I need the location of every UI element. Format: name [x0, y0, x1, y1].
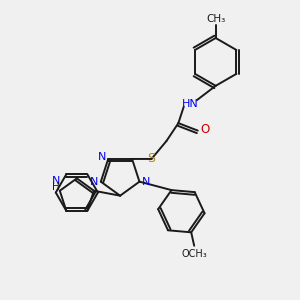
Text: O: O [201, 123, 210, 136]
Text: N: N [142, 177, 150, 187]
Text: CH₃: CH₃ [206, 14, 225, 24]
Text: N: N [90, 177, 98, 187]
Text: N: N [52, 176, 60, 186]
Text: N: N [98, 152, 106, 162]
Text: HN: HN [182, 99, 199, 109]
Text: S: S [148, 152, 155, 166]
Text: H: H [52, 182, 60, 192]
Text: OCH₃: OCH₃ [181, 249, 207, 259]
